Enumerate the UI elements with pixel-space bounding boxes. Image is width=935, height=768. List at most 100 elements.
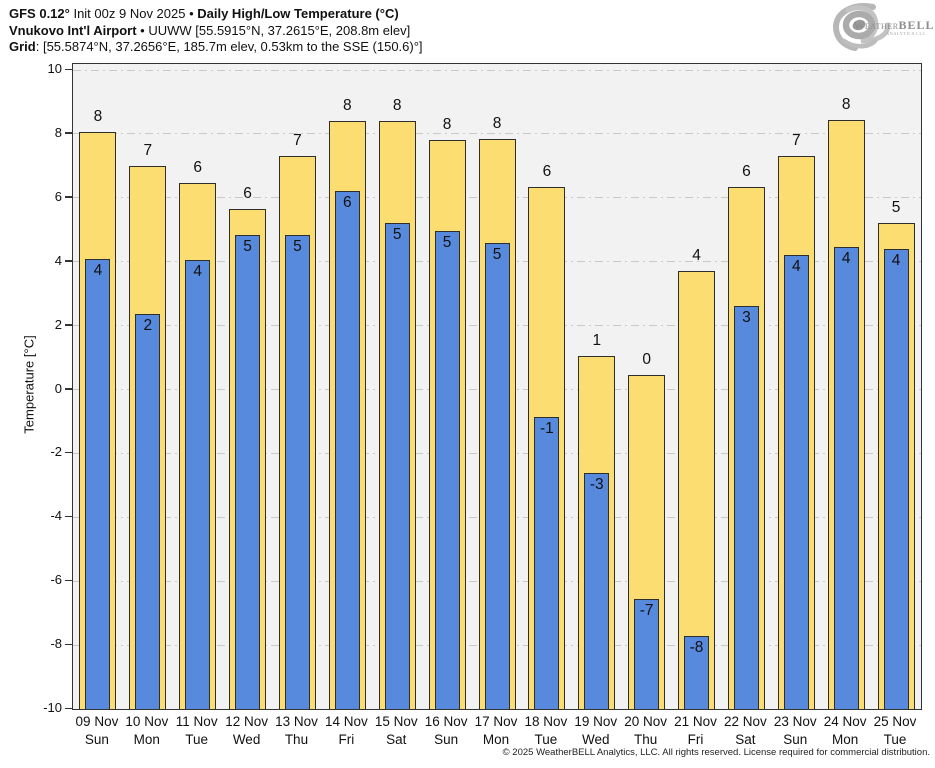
low-value-label: -1 [539,419,554,437]
x-label-day: Sun [783,731,808,747]
x-label-date: 12 Nov [225,714,268,729]
x-label-20-Nov: 20 Nov Thu [621,713,671,748]
y-tick-label--4: -4 [50,508,62,524]
high-value-label: 8 [442,116,452,134]
x-label-15-Nov: 15 Nov Sat [371,713,421,748]
high-value-label: 8 [343,97,352,115]
low-bar-16-Nov [434,231,460,709]
brand-analytics-text: ANALYTICS LLC [886,31,926,36]
y-tick-label-8: 8 [54,124,62,140]
grid-coords: : [55.5874°N, 37.2656°E, 185.7m elev, 0.… [35,39,423,54]
high-value-label: 8 [841,95,851,113]
x-label-date: 18 Nov [524,714,568,729]
low-value-label: 5 [392,226,402,244]
x-label-date: 22 Nov [724,714,767,729]
chart-title: Daily High/Low Temperature (°C) [197,6,399,21]
x-label-19-Nov: 19 Nov Wed [571,713,621,748]
low-value-label: 4 [841,250,851,268]
y-tick-label-4: 4 [54,252,62,268]
grid-label: Grid [9,39,36,54]
x-label-date: 16 Nov [424,714,468,729]
x-label-date: 24 Nov [823,714,867,729]
x-label-14-Nov: 14 Nov Fri [321,713,371,748]
header-line-station: Vnukovo Int'l Airport • UUWW [55.5915°N,… [9,23,423,40]
high-value-label: 7 [293,132,302,150]
x-label-day: Sun [84,731,109,747]
y-tick-label-2: 2 [54,316,62,332]
x-label-day: Fri [338,731,355,747]
model-name: GFS 0.12° [9,6,70,21]
x-label-18-Nov: 18 Nov Tue [521,713,571,748]
low-value-label: 4 [791,258,801,276]
low-value-label: 5 [442,234,452,252]
low-bar-11-Nov [185,260,211,709]
weatherbell-wordmark: WeatherBELL [854,18,935,33]
high-value-label: 7 [143,141,153,159]
high-value-label: 6 [193,159,203,177]
x-label-day: Thu [634,731,658,747]
low-bar-19-Nov [584,472,610,709]
low-value-label: 5 [243,237,252,255]
y-tick-mark--8 [65,643,72,646]
x-label-day: Mon [133,731,160,747]
x-label-13-Nov: 13 Nov Thu [272,713,322,748]
x-label-date: 11 Nov [175,714,218,729]
y-tick-mark--4 [65,515,72,518]
y-tick-label--2: -2 [50,444,62,460]
station-coords: • UUWW [55.5915°N, 37.2615°E, 208.8m ele… [136,22,411,38]
high-value-label: 0 [642,351,651,369]
x-label-day: Wed [581,731,610,747]
low-bar-24-Nov [833,247,859,709]
low-bar-18-Nov [534,416,560,709]
low-bar-25-Nov [883,248,909,709]
x-label-11-Nov: 11 Nov Tue [172,713,222,748]
y-tick-mark-2 [65,324,72,326]
x-label-24-Nov: 24 Nov Mon [820,713,870,748]
chart-header: GFS 0.12° Init 00z 9 Nov 2025 • Daily Hi… [9,6,423,56]
x-label-09-Nov: 09 Nov Sun [72,713,122,748]
x-label-day: Sat [735,731,756,747]
y-tick-mark--2 [65,451,72,454]
low-value-label: 3 [742,309,751,327]
x-label-date: 23 Nov [773,714,817,729]
x-label-date: 13 Nov [275,714,318,729]
x-label-22-Nov: 22 Nov Sat [720,713,770,748]
x-label-21-Nov: 21 Nov Fri [671,713,721,748]
high-value-label: 6 [243,185,252,203]
low-bar-12-Nov [235,234,261,709]
x-label-17-Nov: 17 Nov Mon [471,713,521,748]
y-tick-mark-6 [65,196,72,198]
high-value-label: 8 [492,114,502,132]
y-tick-mark-0 [65,388,72,390]
x-label-date: 25 Nov [873,714,917,729]
x-label-date: 17 Nov [474,714,518,729]
x-label-day: Mon [832,731,859,747]
x-label-25-Nov: 25 Nov Tue [870,713,920,748]
plot-area: 8 4 7 2 6 4 6 5 7 5 8 6 8 5 8 5 8 5 6 -1 1 -3 0 -7 4 -8 6 3 7 4 8 4 5 4 [72,63,922,710]
low-bar-23-Nov [783,255,809,709]
brand-weather-text: Weather [854,20,899,32]
low-value-label: 5 [492,245,502,263]
brand-bell-text: BELL [898,18,935,32]
low-bar-22-Nov [733,306,759,709]
low-value-label: 6 [343,194,352,212]
y-tick-mark--10 [65,707,72,709]
low-value-label: -7 [639,601,654,619]
gridline-10c [73,69,921,71]
low-value-label: -8 [689,638,704,656]
x-label-16-Nov: 16 Nov Sun [421,713,471,748]
high-value-label: 5 [891,199,901,217]
low-bar-15-Nov [384,223,410,709]
copyright-footer: © 2025 WeatherBELL Analytics, LLC. All r… [502,747,930,758]
x-label-day: Wed [232,731,261,747]
high-value-label: 7 [791,132,801,150]
y-tick-mark-10 [65,68,72,71]
x-label-day: Sun [434,731,459,747]
x-label-date: 20 Nov [624,714,668,729]
x-label-date: 10 Nov [125,714,169,729]
x-label-date: 19 Nov [574,714,618,729]
high-value-label: 8 [93,108,103,126]
header-line-grid: Grid: [55.5874°N, 37.2656°E, 185.7m elev… [9,39,423,56]
x-label-12-Nov: 12 Nov Wed [222,713,272,748]
y-tick-label--8: -8 [50,636,62,652]
